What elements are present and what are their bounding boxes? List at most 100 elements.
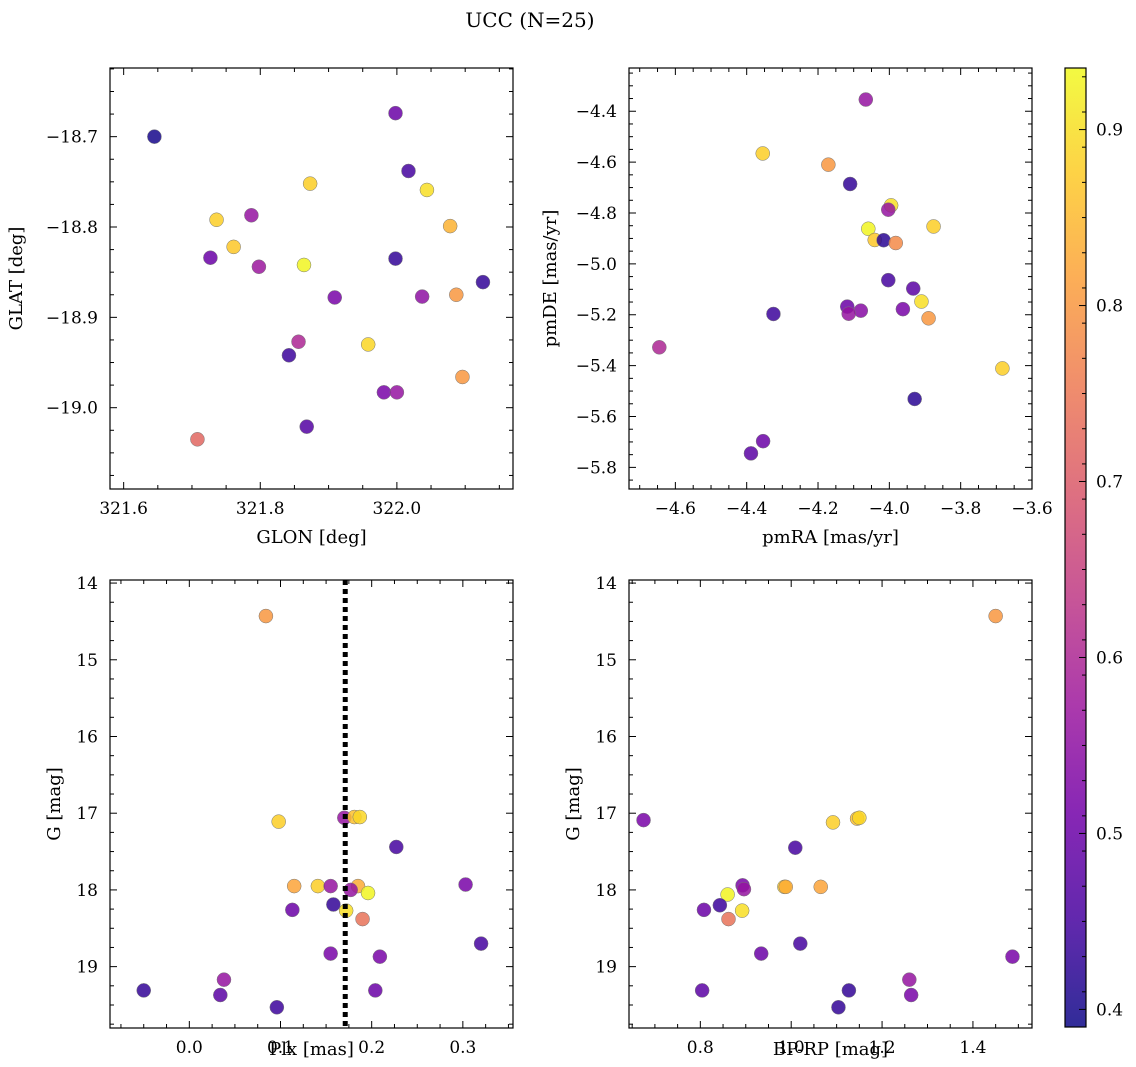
x-tick-label: 1.2: [869, 1038, 896, 1058]
data-point: [302, 176, 318, 191]
data-point: [694, 983, 710, 998]
data-point: [389, 839, 404, 855]
y-axis-label: GLAT [deg]: [6, 227, 27, 331]
data-point: [286, 878, 302, 894]
data-point: [858, 92, 874, 107]
x-tick-label: 321.6: [99, 499, 148, 519]
panel-4: 0.8 1.0 1.2 1.4 14 15 16 17 18 19 BP-RP [mag] G [ma…: [563, 574, 1033, 1060]
y-tick-label: 15: [595, 651, 617, 671]
data-point: [475, 274, 491, 290]
x-tick-label: 1.4: [959, 1038, 986, 1058]
x-tick-label: 0.0: [176, 1038, 203, 1058]
data-point: [419, 182, 435, 198]
y-tick-label: 14: [76, 574, 98, 594]
y-tick-label: −5.4: [576, 357, 617, 377]
colorbar-tick-label: 0.9: [1096, 121, 1123, 141]
x-tick-label: 0.1: [267, 1038, 294, 1058]
y-tick-label: −19.0: [46, 399, 98, 419]
data-point: [442, 218, 458, 234]
data-point: [209, 212, 224, 228]
axes-frame: [628, 579, 1033, 1029]
axes-frame: [109, 579, 514, 1029]
x-tick-label: 322.0: [373, 499, 422, 519]
data-point: [995, 361, 1010, 376]
y-tick-label: 18: [76, 881, 98, 901]
y-axis-label: G [mag]: [563, 767, 584, 840]
data-point: [721, 911, 736, 927]
data-point: [861, 221, 876, 237]
data-point: [281, 348, 297, 363]
data-point: [778, 879, 793, 895]
x-tick-label: −4.4: [726, 499, 767, 519]
data-point: [788, 840, 803, 855]
points: [136, 608, 489, 1015]
colorbar-gradient: [1065, 68, 1086, 1027]
data-point: [414, 289, 430, 304]
data-point: [388, 251, 403, 266]
data-point: [368, 983, 383, 998]
points: [147, 105, 491, 447]
figure-title: UCC (N=25): [465, 8, 594, 32]
y-tick-label: −18.7: [46, 128, 98, 148]
data-point: [190, 432, 205, 447]
y-tick-label: −5.0: [576, 255, 617, 275]
data-point: [881, 272, 896, 288]
panel-3: 0.0 0.1 0.2 0.3 14 15 16 17 18 19 Plx [mas] G [mag]: [44, 574, 514, 1060]
y-axis-label: pmDE [mas/yr]: [540, 210, 561, 348]
data-point: [258, 608, 274, 624]
data-point: [636, 812, 651, 828]
y-tick-label: 19: [76, 958, 98, 978]
axes-frame: [628, 67, 1033, 490]
data-point: [449, 287, 464, 303]
data-point: [988, 608, 1003, 624]
colorbar-tick-label: 0.6: [1096, 648, 1123, 668]
x-tick-label: 321.8: [236, 499, 285, 519]
data-point: [360, 885, 376, 901]
x-tick-label: 0.3: [449, 1038, 476, 1058]
data-point: [876, 232, 891, 248]
colorbar-tick-label: 0.4: [1096, 1000, 1123, 1020]
x-tick-label: 0.8: [687, 1038, 714, 1058]
data-point: [755, 433, 771, 449]
data-point: [1005, 949, 1020, 964]
data-point: [902, 972, 917, 987]
data-point: [360, 337, 376, 352]
data-point: [813, 879, 828, 895]
x-axis-label: Plx [mas]: [269, 1039, 354, 1060]
data-point: [905, 281, 921, 296]
data-point: [831, 1000, 846, 1015]
data-point: [921, 311, 936, 326]
data-point: [203, 250, 218, 265]
data-point: [766, 306, 781, 322]
x-tick-label: 0.2: [358, 1038, 385, 1058]
y-tick-label: −4.6: [576, 153, 617, 173]
data-point: [271, 814, 286, 829]
data-point: [881, 202, 896, 217]
colorbar-frame: [1064, 67, 1087, 1028]
x-axis-label: GLON [deg]: [256, 527, 366, 548]
data-point: [853, 303, 869, 318]
y-tick-label: 16: [595, 727, 617, 747]
y-tick-label: 17: [595, 804, 617, 824]
data-point: [216, 972, 232, 987]
data-point: [696, 902, 712, 918]
data-point: [852, 810, 867, 826]
data-point: [755, 146, 770, 161]
y-tick-label: −5.8: [576, 458, 617, 478]
data-point: [323, 878, 338, 894]
data-point: [473, 936, 489, 951]
data-point: [401, 163, 416, 179]
panel-2: −4.6 −4.4 −4.2 −4.0 −3.8 −3.6 −4.4 −4.6 −4.8 −5.0…: [540, 67, 1053, 548]
data-point: [147, 129, 162, 144]
y-tick-label: −18.8: [46, 218, 98, 238]
data-point: [455, 369, 470, 385]
data-point: [136, 983, 151, 998]
colorbar-tick-label: 0.8: [1096, 297, 1123, 317]
data-point: [720, 887, 735, 902]
data-point: [352, 809, 368, 825]
y-tick-label: 19: [595, 958, 617, 978]
data-point: [285, 902, 300, 918]
data-point: [458, 877, 473, 892]
y-tick-label: −5.2: [576, 306, 617, 326]
data-point: [841, 306, 856, 321]
